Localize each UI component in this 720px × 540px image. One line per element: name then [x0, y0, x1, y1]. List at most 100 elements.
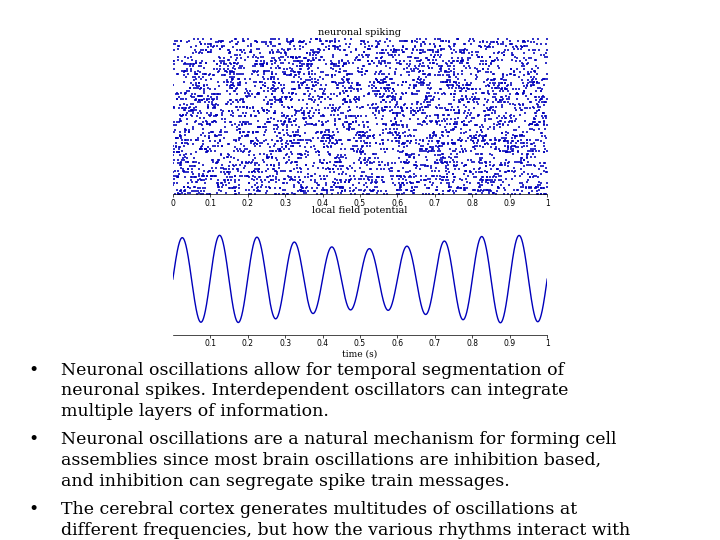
Point: [384, 166, 396, 175]
Point: [198, 187, 210, 195]
Point: [366, 132, 378, 141]
Point: [273, 159, 284, 167]
Point: [446, 99, 457, 108]
Point: [285, 96, 297, 105]
Point: [395, 157, 407, 166]
Point: [389, 159, 400, 167]
Point: [421, 54, 433, 63]
Point: [196, 40, 207, 49]
Point: [298, 37, 310, 45]
Point: [475, 126, 487, 134]
Point: [502, 141, 513, 150]
Point: [316, 190, 328, 199]
Point: [518, 37, 530, 45]
Point: [202, 80, 213, 89]
Point: [220, 123, 231, 131]
Point: [428, 190, 439, 199]
Point: [356, 71, 367, 80]
Point: [239, 112, 251, 120]
Point: [454, 109, 465, 117]
Point: [482, 140, 494, 149]
Point: [343, 103, 355, 111]
Point: [172, 159, 184, 167]
Point: [319, 90, 330, 98]
Point: [487, 70, 498, 78]
Point: [280, 141, 292, 150]
Point: [198, 82, 210, 91]
Point: [341, 113, 352, 122]
Point: [234, 62, 246, 70]
Point: [202, 101, 214, 110]
Point: [249, 165, 261, 174]
Point: [374, 70, 385, 78]
Point: [434, 104, 446, 112]
Point: [269, 35, 281, 44]
Point: [328, 52, 339, 61]
Point: [508, 68, 520, 77]
Point: [276, 87, 287, 96]
Point: [456, 70, 468, 78]
Point: [474, 159, 486, 167]
Point: [379, 85, 390, 94]
Point: [195, 74, 207, 83]
Point: [510, 90, 522, 98]
Point: [526, 76, 538, 84]
Point: [251, 140, 263, 149]
Point: [359, 38, 370, 47]
Point: [392, 103, 404, 111]
Point: [380, 72, 392, 81]
Point: [458, 117, 469, 125]
Point: [307, 82, 318, 91]
Point: [538, 138, 549, 147]
Point: [265, 49, 276, 58]
Point: [469, 185, 481, 194]
Point: [192, 70, 203, 78]
Point: [205, 48, 217, 56]
Point: [282, 65, 293, 73]
Point: [324, 126, 336, 134]
Point: [521, 41, 533, 50]
Point: [313, 56, 325, 64]
Point: [437, 57, 449, 65]
Point: [235, 124, 246, 133]
Point: [357, 62, 369, 70]
Point: [294, 41, 306, 50]
Point: [455, 57, 467, 65]
Point: [528, 171, 540, 180]
Point: [271, 168, 283, 177]
Point: [449, 115, 460, 124]
Point: [269, 58, 281, 67]
Point: [359, 150, 371, 158]
Point: [403, 152, 415, 161]
Point: [423, 70, 435, 78]
Point: [441, 173, 453, 181]
Point: [300, 135, 312, 144]
Point: [309, 170, 320, 178]
Point: [470, 168, 482, 177]
Point: [221, 68, 233, 77]
Point: [243, 159, 254, 167]
Point: [436, 150, 448, 158]
Point: [176, 138, 188, 147]
Point: [271, 137, 283, 145]
Point: [418, 190, 429, 199]
Point: [308, 56, 320, 64]
Point: [228, 184, 239, 192]
Point: [282, 150, 293, 158]
Point: [480, 60, 492, 69]
Point: [397, 129, 409, 138]
Point: [332, 151, 343, 160]
Point: [459, 84, 470, 92]
Point: [180, 88, 192, 97]
Point: [276, 137, 287, 145]
Point: [425, 85, 436, 94]
Point: [383, 165, 395, 174]
Point: [349, 93, 361, 102]
Point: [218, 176, 230, 185]
Point: [168, 179, 180, 188]
Point: [397, 179, 408, 188]
Point: [532, 173, 544, 181]
Point: [392, 131, 403, 139]
Point: [322, 134, 333, 143]
Point: [366, 57, 378, 65]
